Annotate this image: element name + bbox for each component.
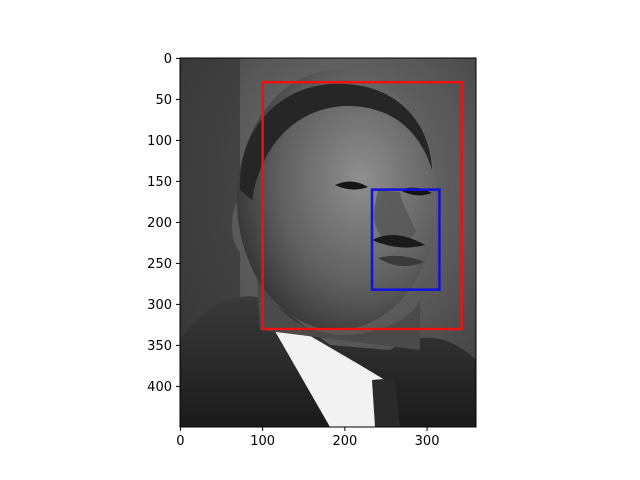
y-tick-label: 0 [164,52,172,67]
y-tick-label: 400 [147,380,172,395]
neck-shape [255,250,420,350]
x-tick-label: 300 [415,434,440,449]
y-tick-label: 350 [147,339,172,354]
mouth-shape [378,255,424,267]
y-tick-label: 200 [147,216,172,231]
y-tick-label: 300 [147,298,172,313]
tie-shape [372,378,400,427]
y-tick-label: 250 [147,257,172,272]
head-shape [237,70,437,330]
overlay-layer [261,80,463,331]
y-tick-label: 50 [155,93,172,108]
y-axis: 0 50 100 150 200 250 300 350 400 [147,52,180,395]
x-tick-label: 200 [332,434,357,449]
x-tick-label: 100 [250,434,275,449]
x-tick-label: 0 [176,434,184,449]
photo-image [180,58,476,427]
x-axis: 0 100 200 300 [176,427,439,449]
y-tick-label: 150 [147,175,172,190]
axes-frame [179,57,477,428]
nose-shape [374,190,416,242]
left-eye [335,181,368,190]
mustache-shape [372,235,425,248]
y-tick-label: 100 [147,134,172,149]
bounding-box-2 [370,188,441,291]
bounding-box-1 [261,80,463,331]
hair-shape [239,83,432,200]
shirt-collar [260,305,395,427]
